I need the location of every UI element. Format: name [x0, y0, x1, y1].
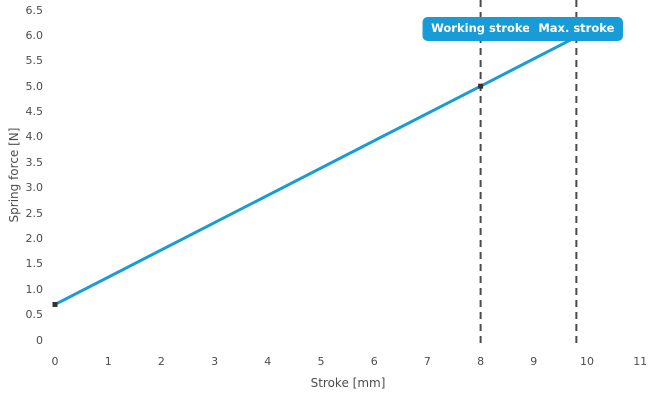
- x-tick-label: 4: [264, 355, 272, 368]
- x-tick-label: 10: [580, 355, 594, 368]
- y-tick-label: 4.5: [25, 105, 44, 119]
- max-stroke-badge: Max. stroke: [529, 17, 624, 41]
- y-tick-label: 1.5: [25, 257, 44, 271]
- data-point-marker: [52, 301, 58, 307]
- y-tick-label: 0: [36, 333, 43, 347]
- y-tick-label: 6.0: [25, 28, 44, 42]
- x-tick-label: 5: [317, 355, 325, 368]
- data-point-marker: [478, 83, 484, 89]
- y-tick-label: 6.5: [25, 3, 44, 17]
- y-tick-label: 5.0: [25, 79, 44, 93]
- x-tick-label: 9: [530, 355, 538, 368]
- x-tick-label: 3: [211, 355, 219, 368]
- y-axis-title: Spring force [N]: [7, 127, 21, 223]
- y-tick-label: 2.0: [25, 231, 44, 245]
- x-tick-label: 0: [51, 355, 59, 368]
- x-axis-title: Stroke [mm]: [310, 376, 386, 390]
- y-tick-label: 2.5: [25, 206, 44, 220]
- y-tick-label: 5.5: [25, 54, 44, 68]
- x-tick-label: 8: [477, 355, 485, 368]
- spring-force-line: [54, 35, 578, 306]
- working-stroke-badge: Working stroke: [422, 17, 540, 41]
- x-tick-label: 2: [157, 355, 165, 368]
- x-tick-label: 7: [423, 355, 431, 368]
- y-tick-label: 3.0: [25, 181, 44, 195]
- y-tick-label: 0.5: [25, 308, 44, 322]
- x-tick-label: 11: [633, 355, 648, 368]
- y-tick-label: 3.5: [25, 155, 44, 169]
- x-tick-label: 6: [370, 355, 378, 368]
- x-tick-label: 1: [104, 355, 112, 368]
- y-tick-label: 1.0: [25, 282, 44, 296]
- y-tick-label: 4.0: [25, 130, 44, 144]
